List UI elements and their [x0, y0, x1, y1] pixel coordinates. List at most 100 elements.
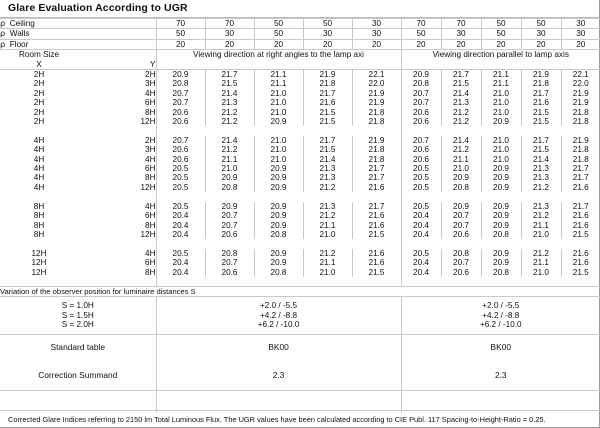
room-size-y: 12H: [140, 182, 156, 192]
ugr-value-left-4: 22.0: [351, 79, 402, 89]
ugr-value-right-3: 21.1: [520, 220, 562, 230]
rho-symbol: ρ: [0, 18, 6, 28]
table-row: 12H 4H 20.5 20.8 20.9 21.2 21.6 20.5 20.8 20.9 21.…: [0, 248, 600, 259]
variation-right-value-1: +4.2 / -8.8: [482, 310, 520, 320]
reflectance-value-left-2: 20: [253, 39, 304, 51]
ugr-value-left-1: 21.2: [204, 145, 255, 155]
table-row: 4H 6H 20.5 21.0 20.9 21.3 21.7 20.5 21.0 20.9 21.3…: [0, 164, 600, 174]
table-row: 4H 12H 20.5 20.8 20.9 21.2 21.6 20.5 20.8 20.9 21.…: [0, 182, 600, 193]
ugr-value-left-1: 21.4: [204, 135, 255, 146]
ugr-value-right-4: 21.9: [560, 98, 600, 108]
ugr-value-left-1: 20.8: [204, 182, 255, 193]
table-row: 2H 2H 20.9 21.7 21.1 21.9 22.1 20.9 21.7 21.1 21.9…: [0, 69, 600, 80]
ugr-value-left-3: 21.3: [302, 164, 353, 174]
ugr-value-right-2: 20.9: [480, 117, 522, 127]
reflectance-value-left-0: 50: [155, 28, 206, 40]
reflectance-value-right-4: 30: [560, 28, 600, 40]
ugr-value-right-1: 21.7: [440, 69, 482, 80]
table-row: 2H 4H 20.7 21.4 21.0 21.7 21.9 20.7 21.4 21.0 21.7…: [0, 88, 600, 99]
ugr-value-left-4: 21.7: [351, 164, 402, 174]
room-size-y: 8H: [145, 107, 156, 117]
ugr-value-right-4: 21.8: [560, 117, 600, 127]
room-size-label: Room Size: [18, 50, 60, 60]
bottom-border-mid: [155, 276, 402, 287]
room-size-y: 4H: [145, 201, 156, 211]
reflectance-value-left-1: 70: [204, 17, 255, 30]
correction-summand-right-value: 2.3: [400, 360, 600, 391]
ugr-value-left-3: 21.7: [302, 88, 353, 99]
ugr-value-right-3: 21.3: [520, 201, 562, 212]
table-row: 4H 8H 20.5 20.9 20.9 21.3 21.7 20.5 20.9 20.9 21.3…: [0, 173, 600, 183]
ugr-value-right-0: 20.6: [400, 107, 442, 118]
table-row: 2H 12H 20.6 21.2 20.9 21.5 21.8 20.6 21.2 20.9 21.…: [0, 117, 600, 127]
table-row: 8H 8H 20.4 20.7 20.9 21.1 21.6 20.4 20.7 20.9 21.1…: [0, 220, 600, 230]
viewing-direction-header-row: Room Size Viewing direction at right angl…: [0, 49, 600, 60]
ugr-value-left-4: 21.6: [351, 182, 402, 193]
ugr-value-left-1: 20.9: [204, 201, 255, 212]
ugr-value-right-4: 21.6: [560, 258, 600, 268]
room-size-y: 6H: [145, 164, 156, 174]
block-gap-row: [0, 239, 600, 249]
room-size-y: 2H: [145, 70, 156, 80]
ugr-value-right-3: 21.7: [520, 135, 562, 146]
ugr-value-left-3: 21.8: [302, 79, 353, 89]
room-size-y: 2H: [145, 135, 156, 145]
axis-row-right-filler: [400, 59, 600, 71]
room-size-y: 8H: [145, 173, 156, 183]
standard-table-label: Standard table: [50, 342, 105, 353]
room-size-y: 8H: [145, 220, 156, 230]
ugr-value-left-1: 20.9: [204, 173, 255, 183]
room-size-y: 6H: [145, 98, 156, 108]
reflectance-value-left-3: 30: [302, 28, 353, 40]
reflectance-row-walls: ρ Walls 50 30 50 30 30 50 30 50 30 30: [0, 28, 600, 40]
ugr-value-left-1: 20.8: [204, 248, 255, 259]
ugr-value-left-3: 21.0: [302, 229, 353, 240]
reflectance-value-left-3: 20: [302, 39, 353, 51]
ugr-value-left-1: 20.7: [204, 258, 255, 268]
ugr-value-right-4: 21.8: [560, 107, 600, 118]
ugr-main-table: ρ Ceiling 70 70 50 50 30 70 70 50 50 30 ρ Walls 50 30…: [0, 17, 600, 413]
ugr-value-left-2: 21.0: [253, 145, 304, 155]
ugr-value-left-4: 21.6: [351, 211, 402, 221]
reflectance-surface: Ceiling: [9, 19, 35, 28]
ugr-value-left-4: 21.6: [351, 258, 402, 268]
ugr-value-left-4: 22.1: [351, 69, 402, 80]
ugr-value-left-2: 20.9: [253, 117, 304, 127]
room-size-x: 4H: [33, 145, 45, 155]
ugr-value-left-1: 20.6: [204, 267, 255, 277]
reflectance-value-left-4: 30: [351, 28, 402, 40]
ugr-value-right-1: 21.2: [440, 145, 482, 155]
ugr-value-left-0: 20.9: [155, 69, 206, 80]
footer-spacer-right: [400, 390, 600, 413]
ugr-value-right-2: 21.0: [480, 98, 522, 108]
ugr-value-left-4: 21.9: [351, 98, 402, 108]
ugr-value-left-1: 21.7: [204, 69, 255, 80]
table-row: 4H 3H 20.6 21.2 21.0 21.5 21.8 20.6 21.2 21.0 21.5…: [0, 145, 600, 155]
ugr-value-left-0: 20.5: [155, 201, 206, 212]
ugr-value-left-4: 21.8: [351, 154, 402, 165]
ugr-value-right-2: 21.0: [480, 107, 522, 118]
room-size-x: 2H: [33, 107, 45, 117]
room-size-x: 8H: [33, 229, 45, 239]
ugr-value-right-0: 20.9: [400, 69, 442, 80]
ugr-value-left-2: 20.8: [253, 267, 304, 277]
room-size-y: 3H: [145, 145, 156, 155]
reflectance-label: ρ Ceiling: [0, 17, 157, 30]
ugr-value-right-3: 21.3: [520, 173, 562, 183]
table-row: 4H 4H 20.6 21.1 21.0 21.4 21.8 20.6 21.1 21.0 21.4…: [0, 154, 600, 165]
ugr-value-right-4: 21.7: [560, 173, 600, 183]
ugr-value-right-1: 21.2: [440, 107, 482, 118]
ugr-value-left-2: 20.9: [253, 201, 304, 212]
standard-table-right-value: BK00: [400, 334, 600, 361]
ugr-value-right-3: 21.3: [520, 164, 562, 174]
ugr-value-right-3: 21.0: [520, 229, 562, 240]
ugr-value-left-0: 20.4: [155, 229, 206, 240]
ugr-value-right-4: 21.6: [560, 220, 600, 230]
variation-heading-row: Variation of the observer position for l…: [0, 286, 600, 296]
ugr-value-right-3: 21.2: [520, 211, 562, 221]
ugr-value-right-4: 21.7: [560, 201, 600, 212]
ugr-value-right-2: 20.9: [480, 201, 522, 212]
room-size-x: 12H: [31, 258, 47, 268]
ugr-value-left-1: 21.1: [204, 154, 255, 165]
ugr-value-right-3: 21.5: [520, 145, 562, 155]
